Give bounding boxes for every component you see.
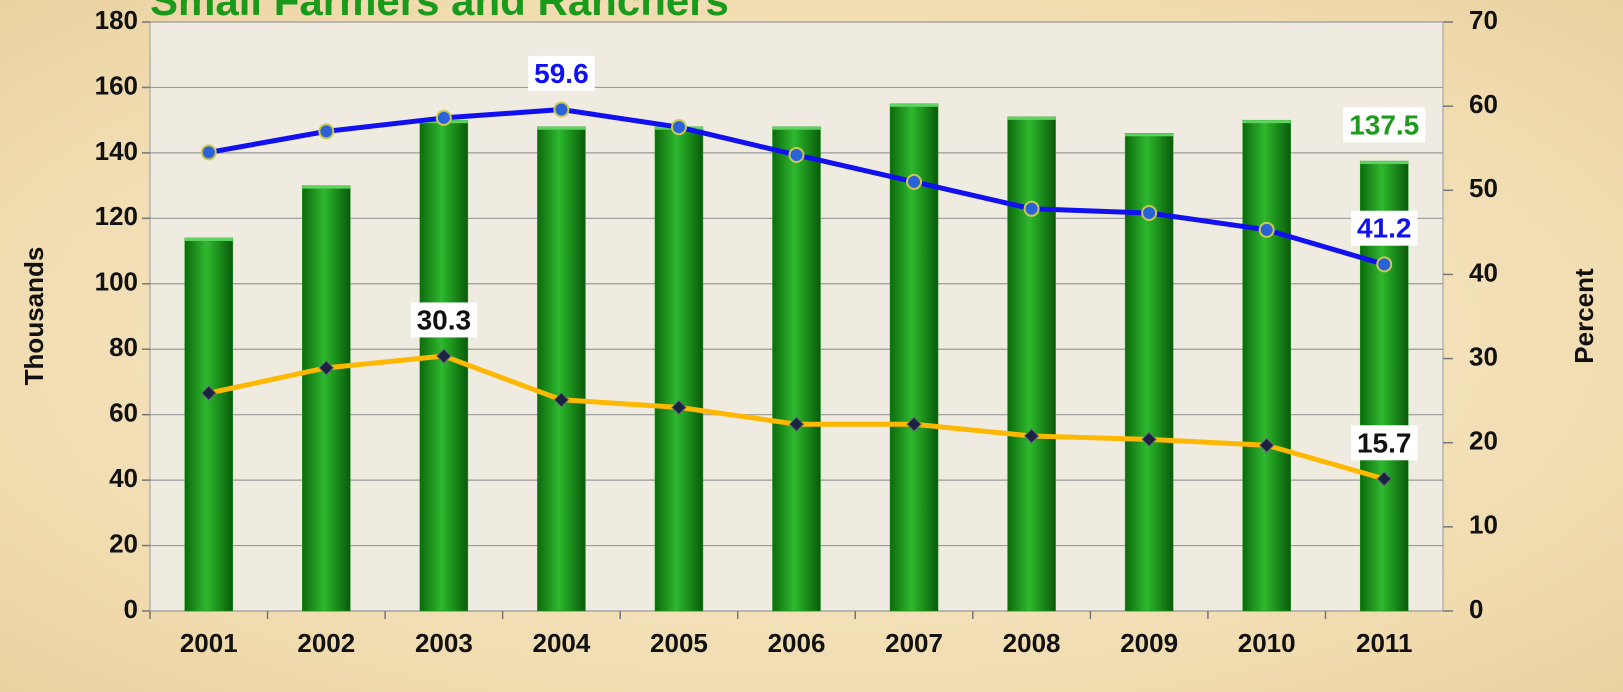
- x-tick-label: 2003: [415, 628, 473, 658]
- marker: [1023, 200, 1040, 217]
- label-box: [410, 302, 478, 338]
- data-label: 30.3: [417, 304, 472, 335]
- data-label: 137.5: [1349, 109, 1419, 140]
- bar: [1124, 133, 1174, 612]
- y-tick-label: 0: [124, 594, 138, 624]
- bar: [654, 126, 704, 612]
- bar: [537, 126, 586, 612]
- bar-top: [1125, 133, 1174, 137]
- y-axis-label: Thousands: [19, 247, 49, 386]
- x-tick-label: 2010: [1238, 628, 1296, 658]
- x-tick-label: 2007: [885, 628, 943, 658]
- marker: [200, 144, 217, 161]
- y2-tick-label: 10: [1469, 510, 1498, 540]
- bar: [184, 237, 234, 612]
- y2-tick-label: 50: [1469, 173, 1498, 203]
- marker: [201, 385, 217, 401]
- x-tick-label: 2011: [1356, 628, 1412, 658]
- x-tick-label: 2001: [180, 628, 238, 658]
- marker: [318, 360, 335, 376]
- y2-tick-label: 70: [1469, 5, 1498, 35]
- bar-top: [772, 126, 821, 130]
- bar: [1007, 116, 1056, 612]
- marker: [671, 399, 687, 416]
- bar: [419, 119, 469, 612]
- marker: [1141, 205, 1158, 222]
- marker: [1258, 437, 1275, 453]
- label-box: [1350, 210, 1418, 246]
- y-tick-label: 120: [95, 201, 138, 231]
- marker: [788, 146, 805, 163]
- y2-tick-label: 30: [1469, 341, 1498, 371]
- bar-top: [1360, 161, 1409, 165]
- marker: [1141, 431, 1157, 448]
- x-tick-label: 2005: [650, 628, 708, 658]
- bar: [302, 185, 351, 612]
- bar: [1242, 119, 1291, 612]
- y-tick-label: 140: [95, 136, 138, 166]
- data-label: 59.6: [534, 58, 589, 89]
- y-tick-label: 80: [109, 332, 138, 362]
- x-tick-label: 2002: [297, 628, 355, 658]
- y-tick-label: 60: [109, 398, 138, 428]
- marker: [906, 416, 922, 432]
- label-box: [1350, 425, 1418, 461]
- bar-top: [302, 185, 351, 189]
- x-tick-label: 2006: [768, 628, 826, 658]
- bar-top: [890, 103, 939, 107]
- marker: [1376, 256, 1393, 273]
- x-tick-label: 2008: [1003, 628, 1061, 658]
- chart-title: Small Farmers and Ranchers: [150, 0, 729, 24]
- marker: [788, 416, 805, 432]
- y-tick-label: 100: [95, 267, 138, 297]
- marker: [1258, 221, 1275, 238]
- marker: [1023, 428, 1040, 444]
- bar-top: [1007, 116, 1056, 120]
- y2-tick-label: 0: [1469, 594, 1483, 624]
- data-label: 41.2: [1357, 213, 1412, 244]
- x-tick-label: 2004: [532, 628, 590, 658]
- marker: [318, 123, 335, 140]
- y2-tick-label: 60: [1469, 89, 1498, 119]
- marker: [906, 173, 923, 190]
- bar: [772, 126, 821, 612]
- y-tick-label: 40: [109, 463, 138, 493]
- label-box: [528, 55, 595, 91]
- data-label: 15.7: [1357, 427, 1412, 458]
- y2-tick-label: 40: [1469, 257, 1498, 287]
- y2-axis-label: Percent: [1569, 268, 1599, 364]
- marker: [553, 101, 570, 118]
- marker: [553, 392, 570, 408]
- marker: [670, 119, 687, 136]
- x-tick-label: 2009: [1120, 628, 1178, 658]
- y-tick-label: 160: [95, 70, 138, 100]
- bar-top: [1242, 120, 1291, 124]
- label-box: [1343, 107, 1426, 143]
- marker: [436, 348, 452, 364]
- marker: [435, 109, 452, 126]
- bar-top: [537, 126, 586, 130]
- marker: [1376, 471, 1392, 487]
- bar-top: [184, 237, 233, 241]
- y2-tick-label: 20: [1469, 426, 1498, 456]
- y-tick-label: 20: [109, 528, 138, 558]
- y-tick-label: 180: [95, 5, 138, 35]
